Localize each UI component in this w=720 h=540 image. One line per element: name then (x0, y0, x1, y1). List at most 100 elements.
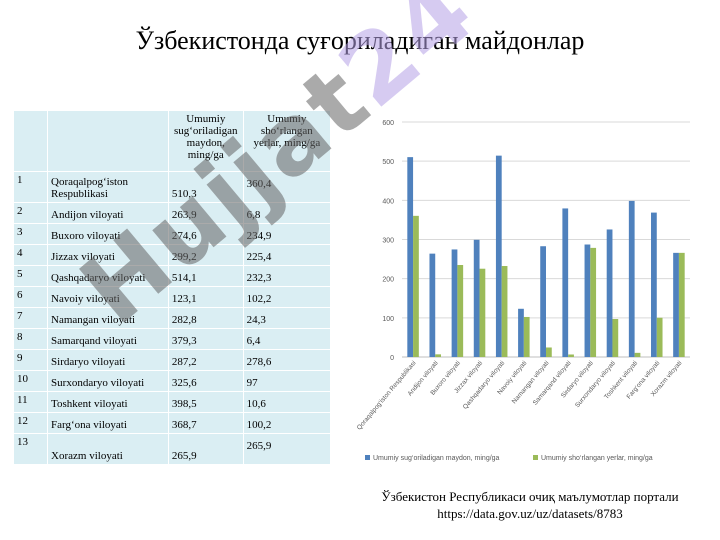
row-number: 9 (12, 349, 49, 371)
bar-irrigated (451, 249, 458, 357)
row-saline-land: 100,2 (242, 412, 332, 434)
row-saline-land: 360,4 (242, 171, 332, 203)
y-tick-label: 300 (382, 238, 394, 245)
x-tick-label: Surxondaryo viloyati (574, 360, 617, 409)
row-saline-land: 232,3 (242, 265, 332, 287)
row-saline-land: 225,4 (242, 244, 332, 266)
row-number: 4 (12, 244, 49, 266)
source-url: https://data.gov.uz/uz/datasets/8783 (437, 506, 623, 521)
table-body: 1 Qoraqalpog‘iston Respublikasi 510,3 360,4… (12, 171, 332, 465)
bar-saline (568, 354, 574, 357)
row-irrigated-area: 368,7 (167, 412, 244, 434)
row-region: Qoraqalpog‘iston Respublikasi (47, 171, 169, 203)
row-number: 8 (12, 328, 49, 350)
header-region (47, 110, 169, 172)
table-row: 9 Sirdaryo viloyati 287,2 278,6 (12, 349, 332, 371)
row-region: Samarqand viloyati (47, 328, 169, 350)
table-row: 12 Farg‘ona viloyati 368,7 100,2 (12, 412, 332, 434)
table-row: 8 Samarqand viloyati 379,3 6,4 (12, 328, 332, 350)
y-tick-label: 600 (382, 120, 394, 127)
row-irrigated-area: 325,6 (167, 370, 244, 392)
row-irrigated-area: 514,1 (167, 265, 244, 287)
table-row: 7 Namangan viloyati 282,8 24,3 (12, 307, 332, 329)
table-row: 4 Jizzax viloyati 299,2 225,4 (12, 244, 332, 266)
bar-saline (678, 252, 685, 357)
y-tick-label: 0 (390, 355, 394, 362)
row-region: Navoiy viloyati (47, 286, 169, 308)
legend-swatch (533, 455, 538, 460)
row-region: Xorazm viloyati (47, 433, 169, 465)
row-saline-land: 10,6 (242, 391, 332, 413)
bar-irrigated (518, 308, 524, 357)
row-number: 7 (12, 307, 49, 329)
slide-title: Ўзбекистонда суғориладиган майдонлар (135, 26, 585, 55)
row-saline-land: 278,6 (242, 349, 332, 371)
bar-saline (523, 316, 530, 357)
bar-saline (435, 354, 441, 357)
row-number: 3 (12, 223, 49, 245)
row-saline-land: 6,4 (242, 328, 332, 350)
row-number: 10 (12, 370, 49, 392)
row-saline-land: 265,9 (242, 433, 332, 465)
bar-irrigated (628, 200, 635, 357)
bar-saline (479, 268, 486, 357)
bar-irrigated (473, 239, 480, 357)
x-tick-label: Samarqand viloyati (532, 360, 573, 407)
row-number: 13 (12, 433, 49, 465)
legend-label: Umumiy sug‘oriladigan maydon, ming/ga (373, 455, 500, 462)
bar-irrigated (495, 155, 502, 357)
row-region: Toshkent viloyati (47, 391, 169, 413)
row-number: 6 (12, 286, 49, 308)
table-header-row: Umumiy sug‘oriladigan maydon, ming/ga Um… (12, 110, 332, 172)
header-irrigated-area: Umumiy sug‘oriladigan maydon, ming/ga (167, 110, 244, 172)
bar-saline (656, 317, 663, 357)
bar-saline (634, 352, 641, 357)
row-irrigated-area: 274,6 (167, 223, 244, 245)
bar-irrigated (429, 253, 436, 357)
bar-saline (590, 247, 597, 357)
row-irrigated-area: 282,8 (167, 307, 244, 329)
data-table: Umumiy sug‘oriladigan maydon, ming/ga Um… (12, 110, 332, 465)
row-region: Namangan viloyati (47, 307, 169, 329)
bar-saline (612, 319, 619, 357)
bar-irrigated (584, 244, 591, 357)
row-saline-land: 234,9 (242, 223, 332, 245)
row-number: 12 (12, 412, 49, 434)
row-irrigated-area: 510,3 (167, 171, 244, 203)
bar-irrigated (651, 212, 657, 357)
table-row: 5 Qashqadaryo viloyati 514,1 232,3 (12, 265, 332, 287)
bar-irrigated (562, 208, 569, 357)
row-region: Qashqadaryo viloyati (47, 265, 169, 287)
row-irrigated-area: 287,2 (167, 349, 244, 371)
row-saline-land: 102,2 (242, 286, 332, 308)
table-row: 10 Surxondaryo viloyati 325,6 97 (12, 370, 332, 392)
row-irrigated-area: 263,9 (167, 202, 244, 224)
y-tick-label: 200 (382, 277, 394, 284)
row-number: 1 (12, 171, 49, 203)
table-row: 13 Xorazm viloyati 265,9 265,9 (12, 433, 332, 465)
row-irrigated-area: 123,1 (167, 286, 244, 308)
x-tick-label: Qashqadaryo viloyati (462, 360, 506, 411)
row-number: 11 (12, 391, 49, 413)
header-number (12, 110, 49, 172)
bar-saline (413, 215, 419, 357)
row-region: Jizzax viloyati (47, 244, 169, 266)
row-region: Sirdaryo viloyati (47, 349, 169, 371)
row-irrigated-area: 299,2 (167, 244, 244, 266)
table-row: 11 Toshkent viloyati 398,5 10,6 (12, 391, 332, 413)
table-row: 6 Navoiy viloyati 123,1 102,2 (12, 286, 332, 308)
source-title: Ўзбекистон Республикаси очиқ маълумотлар… (381, 489, 679, 504)
table-row: 2 Andijon viloyati 263,9 6,8 (12, 202, 332, 224)
row-number: 5 (12, 265, 49, 287)
legend-swatch (365, 455, 370, 460)
row-saline-land: 6,8 (242, 202, 332, 224)
bar-saline (501, 266, 508, 357)
bar-saline (457, 264, 464, 357)
table-row: 1 Qoraqalpog‘iston Respublikasi 510,3 360,4 (12, 171, 332, 203)
y-tick-label: 100 (382, 316, 394, 323)
row-saline-land: 24,3 (242, 307, 332, 329)
row-region: Buxoro viloyati (47, 223, 169, 245)
row-region: Farg‘ona viloyati (47, 412, 169, 434)
bar-saline (546, 347, 552, 357)
